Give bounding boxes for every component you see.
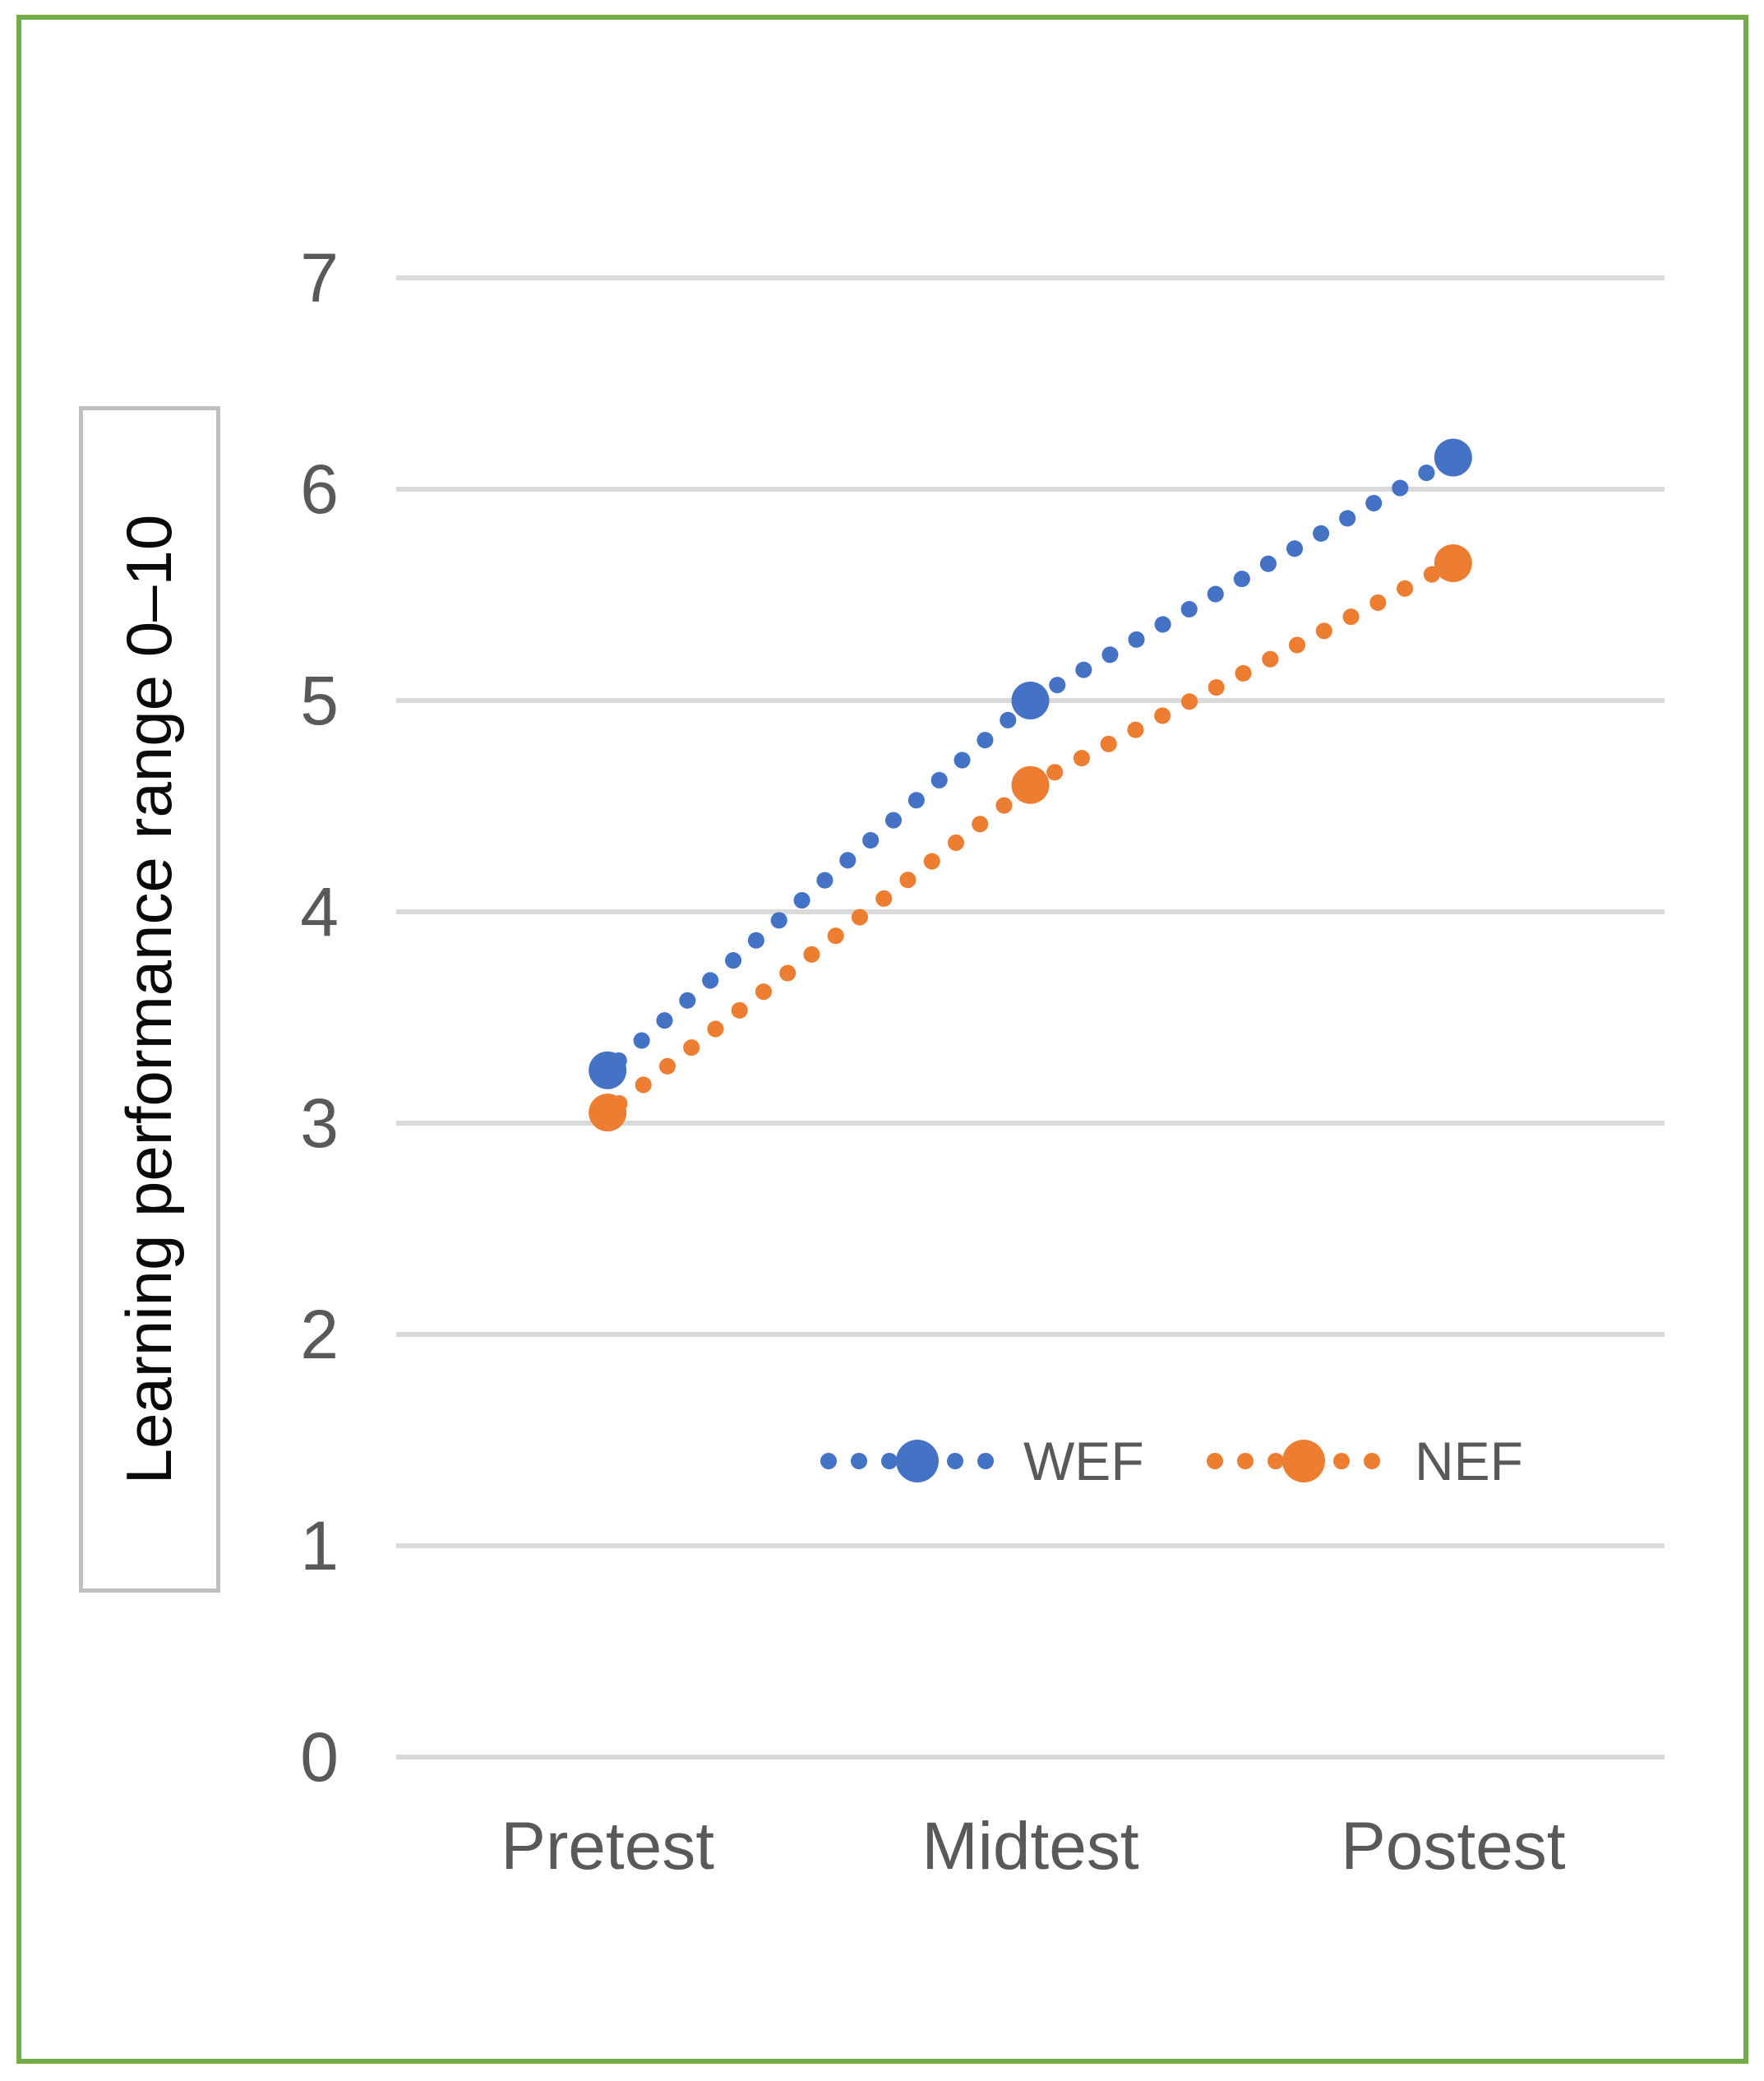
legend-swatch-marker-wef bbox=[896, 1440, 939, 1482]
legend-swatch-marker-nef bbox=[1282, 1440, 1325, 1482]
x-category-label: Midtest bbox=[921, 1809, 1139, 1884]
y-tick-label: 1 bbox=[300, 1507, 339, 1584]
y-tick-label: 3 bbox=[300, 1084, 339, 1162]
legend-swatch-dot-nef bbox=[1207, 1453, 1223, 1469]
legend-swatch-dot-nef bbox=[1364, 1453, 1380, 1469]
series-dotted-line-wef bbox=[599, 449, 1462, 1079]
y-tick-label: 0 bbox=[300, 1718, 339, 1796]
legend-swatch-dot-nef bbox=[1237, 1453, 1254, 1469]
data-point-marker-wef bbox=[1011, 682, 1050, 719]
y-tick-label: 6 bbox=[300, 451, 339, 528]
y-tick-label: 5 bbox=[300, 662, 339, 739]
data-point-marker-wef bbox=[1434, 438, 1472, 477]
legend-swatch-dot-wef bbox=[881, 1453, 898, 1469]
x-category-label: Pretest bbox=[501, 1809, 715, 1884]
legend-swatch-dot-nef bbox=[1333, 1453, 1350, 1469]
legend-label-wef: WEF bbox=[1023, 1431, 1144, 1491]
data-point-marker-wef bbox=[589, 1051, 627, 1089]
data-point-marker-nef bbox=[1434, 543, 1472, 582]
data-point-marker-nef bbox=[1011, 765, 1050, 804]
y-tick-label: 7 bbox=[300, 239, 339, 317]
legend-swatch-dot-wef bbox=[820, 1453, 837, 1469]
legend-label-nef: NEF bbox=[1415, 1431, 1523, 1491]
x-category-label: Postest bbox=[1341, 1809, 1566, 1884]
legend-swatch-dot-wef bbox=[977, 1453, 994, 1469]
y-tick-label: 2 bbox=[300, 1296, 339, 1373]
y-tick-label: 4 bbox=[300, 873, 339, 950]
figure-border bbox=[16, 15, 1748, 2064]
data-point-marker-nef bbox=[589, 1094, 627, 1132]
legend-swatch-dot-wef bbox=[851, 1453, 867, 1469]
legend-swatch-dot-wef bbox=[947, 1453, 963, 1469]
legend-swatch-dot-nef bbox=[1268, 1453, 1284, 1469]
y-axis-title-box: Learning performance range 0–10 bbox=[79, 406, 220, 1593]
series-dotted-line-nef bbox=[599, 554, 1462, 1121]
